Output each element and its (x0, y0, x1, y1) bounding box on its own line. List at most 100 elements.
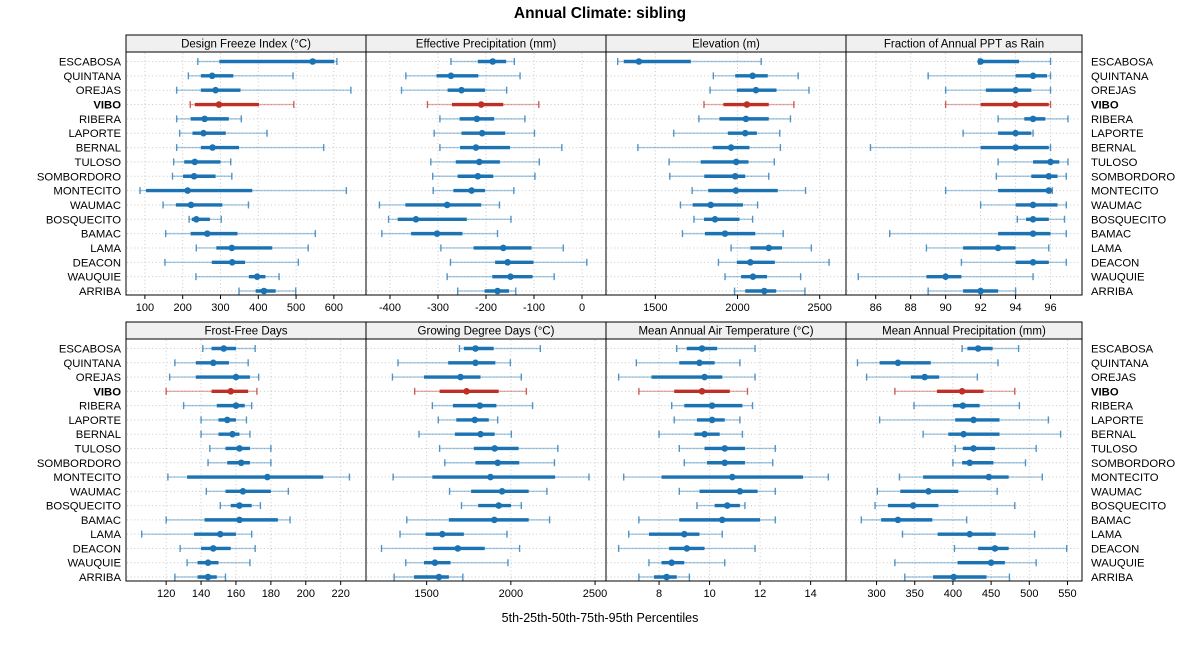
median-dot (991, 545, 999, 552)
site-label-left-montecito: MONTECITO (53, 186, 121, 198)
median-dot (463, 388, 470, 395)
axis-tick-label: 200 (174, 302, 192, 314)
axis-tick-label: 96 (1044, 302, 1056, 314)
median-dot (977, 287, 984, 295)
median-dot (683, 545, 691, 552)
strip-title: Growing Degree Days (°C) (418, 326, 555, 338)
median-dot (942, 273, 949, 280)
axis-tick-label: 550 (1058, 588, 1076, 600)
median-dot (752, 86, 760, 94)
median-dot (765, 244, 773, 252)
site-label-right-orejas: OREJAS (1091, 372, 1137, 384)
median-dot (458, 86, 465, 94)
median-dot (472, 144, 480, 151)
median-dot (184, 187, 191, 194)
panel-growing-degree-days-c: Growing Degree Days (°C) 1500 2000 2500 (365, 321, 607, 600)
median-dot (721, 445, 729, 452)
median-dot (309, 58, 317, 65)
series-deacon (449, 258, 588, 266)
site-label-right-sombordoro: SOMBORDORO (1091, 171, 1175, 183)
series-quintana (927, 72, 1052, 80)
series-orejas (391, 373, 522, 381)
median-dot (974, 345, 982, 352)
median-dot (663, 573, 670, 581)
series-wauquie (405, 559, 509, 567)
median-dot (191, 158, 199, 166)
series-bosquecito (460, 502, 522, 510)
median-dot (1047, 158, 1054, 166)
axis-tick-label: 90 (940, 302, 952, 314)
median-dot (970, 445, 977, 452)
series-quintana (187, 72, 294, 80)
median-dot (209, 144, 216, 151)
site-label-right-laporte: LAPORTE (1091, 415, 1144, 427)
axis-tick-label: 450 (982, 588, 1000, 600)
series-bosquecito (188, 215, 222, 223)
series-deacon (617, 544, 756, 552)
panel-background (846, 339, 1082, 581)
axis-tick-label: 10 (703, 588, 715, 600)
site-label-right-bamac: BAMAC (1091, 229, 1131, 241)
median-dot (721, 230, 729, 237)
series-waumac (205, 487, 290, 495)
site-label-left-wauquie: WAUQUIE (67, 272, 121, 284)
site-label-left-vibo: VIBO (93, 386, 121, 398)
panel-border (845, 51, 1083, 296)
axis-tick-label: 92 (974, 302, 986, 314)
series-sombordoro (432, 172, 536, 180)
median-dot (471, 416, 479, 424)
series-sombordoro (207, 459, 272, 467)
series-bosquecito (387, 215, 512, 223)
median-dot (987, 559, 995, 567)
median-dot (909, 502, 917, 509)
median-dot (223, 416, 231, 424)
series-orejas (944, 86, 1052, 94)
axis-tick-label: 400 (249, 302, 267, 314)
site-label-right-montecito: MONTECITO (1091, 186, 1159, 198)
series-waumac (679, 201, 759, 209)
series-ribera (913, 402, 1021, 410)
site-label-right-bosquecito: BOSQUECITO (1091, 501, 1166, 513)
median-dot (960, 430, 967, 438)
site-label-left-orejas: OREJAS (76, 372, 122, 384)
series-waumac (876, 487, 998, 495)
median-dot (708, 402, 716, 409)
series-montecito (898, 473, 1043, 481)
series-bernal (922, 430, 1062, 438)
site-label-left-deacon: DEACON (73, 543, 121, 555)
median-dot (239, 488, 247, 495)
median-dot (474, 172, 482, 180)
median-dot (1012, 144, 1019, 151)
series-deacon (380, 544, 521, 552)
site-label-right-ribera: RIBERA (1091, 401, 1134, 413)
site-label-left-arriba: ARRIBA (79, 286, 122, 298)
series-waumac (448, 487, 548, 495)
median-dot (668, 559, 675, 567)
axis-tick-label: 8 (656, 588, 662, 600)
series-deacon (179, 544, 256, 552)
site-label-right-ribera: RIBERA (1091, 114, 1134, 126)
median-dot (472, 345, 479, 352)
series-escabosa (458, 345, 542, 352)
site-label-left-sombordoro: SOMBORDORO (37, 458, 121, 470)
series-orejas (168, 373, 260, 381)
site-label-right-lama: LAMA (1091, 243, 1122, 255)
site-label-left-bernal: BERNAL (76, 143, 121, 155)
median-dot (209, 545, 217, 552)
axis-tick-label: 180 (262, 588, 280, 600)
site-label-left-bosquecito: BOSQUECITO (46, 501, 121, 513)
median-dot (721, 459, 729, 467)
series-wauquie (857, 273, 1034, 281)
series-sombordoro (952, 459, 1027, 467)
site-label-right-bamac: BAMAC (1091, 515, 1131, 527)
median-dot (494, 287, 501, 295)
median-dot (1029, 115, 1037, 123)
series-sombordoro (995, 172, 1067, 180)
series-deacon (960, 258, 1067, 266)
axis-tick-label: 0 (579, 302, 585, 314)
axis-tick-label: 2000 (499, 588, 523, 600)
median-dot (1029, 215, 1037, 223)
site-label-left-laporte: LAPORTE (68, 415, 121, 427)
site-label-right-lama: LAMA (1091, 529, 1122, 541)
